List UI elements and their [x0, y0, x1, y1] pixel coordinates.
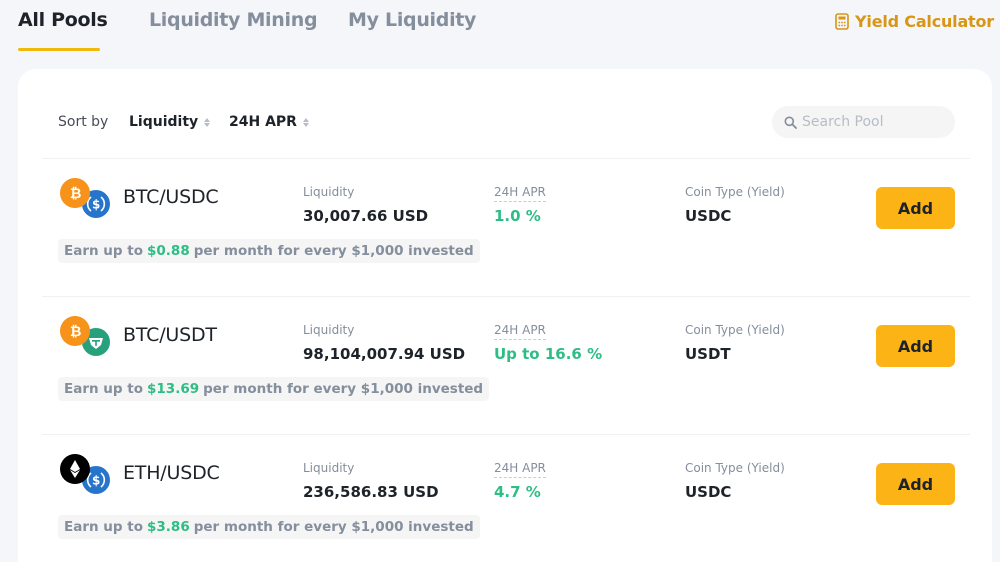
tab-liquidity-mining[interactable]: Liquidity Mining: [149, 9, 318, 31]
earn-estimate: Earn up to $0.88 per month for every $1,…: [58, 239, 480, 263]
tab-my-liquidity[interactable]: My Liquidity: [348, 9, 477, 31]
earn-prefix: Earn up to: [64, 519, 144, 535]
sort-arrows-icon: [204, 117, 211, 127]
pool-row-btc-usdc: ₿ $ BTC/USDC Liquidity 30,007.66 USD 24H…: [18, 159, 992, 296]
pair-name: BTC/USDC: [123, 186, 219, 208]
pair-icons: ₿: [60, 316, 114, 358]
earn-estimate: Earn up to $13.69 per month for every $1…: [58, 377, 490, 401]
add-button[interactable]: Add: [876, 463, 955, 505]
divider: [42, 158, 970, 159]
apr-value: 1.0 %: [494, 207, 541, 225]
search-icon: [784, 116, 797, 129]
sort-apr-button[interactable]: 24H APR: [229, 114, 309, 130]
earn-prefix: Earn up to: [64, 243, 144, 259]
sort-apr-label: 24H APR: [229, 114, 297, 130]
liquidity-label: Liquidity: [303, 185, 355, 199]
earn-suffix: per month for every $1,000 invested: [203, 381, 484, 397]
earn-prefix: Earn up to: [64, 381, 144, 397]
yield-calculator-link[interactable]: Yield Calculator: [835, 12, 994, 31]
earn-estimate: Earn up to $3.86 per month for every $1,…: [58, 515, 480, 539]
btc-icon: ₿: [60, 178, 90, 208]
yield-calculator-label: Yield Calculator: [855, 12, 994, 31]
svg-text:₿: ₿: [70, 186, 81, 201]
liquidity-value: 98,104,007.94 USD: [303, 345, 466, 363]
earn-amount: $3.86: [147, 519, 190, 535]
sort-arrows-icon: [302, 117, 309, 127]
apr-value: 4.7 %: [494, 483, 541, 501]
usdc-icon: $: [80, 464, 112, 496]
apr-label[interactable]: 24H APR: [494, 323, 546, 340]
liquidity-value: 236,586.83 USD: [303, 483, 439, 501]
eth-icon: [60, 454, 90, 484]
add-button[interactable]: Add: [876, 187, 955, 229]
pools-card: Sort by Liquidity 24H APR ₿ $ BTC/: [18, 69, 992, 562]
active-tab-indicator: [18, 48, 100, 51]
earn-amount: $0.88: [147, 243, 190, 259]
svg-text:$: $: [92, 198, 100, 212]
pair-name: BTC/USDT: [123, 324, 217, 346]
pair-icons: $: [60, 454, 114, 496]
pair-name: ETH/USDC: [123, 462, 220, 484]
liquidity-value: 30,007.66 USD: [303, 207, 429, 225]
sort-liquidity-label: Liquidity: [129, 114, 199, 130]
pool-row-btc-usdt: ₿ BTC/USDT Liquidity 98,104,007.94 USD 2…: [18, 297, 992, 434]
pool-row-eth-usdc: $ ETH/USDC Liquidity 236,586.83 USD 24H …: [18, 435, 992, 562]
coin-type-value: USDT: [685, 345, 731, 363]
earn-amount: $13.69: [147, 381, 200, 397]
sort-by-label: Sort by: [58, 114, 109, 130]
coin-type-label: Coin Type (Yield): [685, 323, 785, 337]
pair-icons: ₿ $: [60, 178, 114, 220]
liquidity-label: Liquidity: [303, 461, 355, 475]
earn-suffix: per month for every $1,000 invested: [193, 243, 474, 259]
coin-type-value: USDC: [685, 483, 732, 501]
earn-suffix: per month for every $1,000 invested: [193, 519, 474, 535]
search-box[interactable]: [772, 106, 955, 138]
svg-text:$: $: [92, 474, 100, 488]
apr-label[interactable]: 24H APR: [494, 461, 546, 478]
coin-type-value: USDC: [685, 207, 732, 225]
svg-text:₿: ₿: [70, 324, 81, 339]
divider: [42, 296, 970, 297]
add-button[interactable]: Add: [876, 325, 955, 367]
coin-type-label: Coin Type (Yield): [685, 461, 785, 475]
coin-type-label: Coin Type (Yield): [685, 185, 785, 199]
tab-all-pools[interactable]: All Pools: [18, 9, 108, 31]
sort-liquidity-button[interactable]: Liquidity: [129, 114, 211, 130]
apr-label[interactable]: 24H APR: [494, 185, 546, 202]
divider: [42, 434, 970, 435]
sort-bar: Sort by Liquidity 24H APR: [18, 69, 992, 158]
btc-icon: ₿: [60, 316, 90, 346]
liquidity-label: Liquidity: [303, 323, 355, 337]
calculator-icon: [835, 13, 849, 30]
pool-tabs: All Pools Liquidity Mining My Liquidity …: [0, 0, 1000, 60]
apr-value: Up to 16.6 %: [494, 345, 603, 363]
search-input[interactable]: [802, 114, 942, 130]
